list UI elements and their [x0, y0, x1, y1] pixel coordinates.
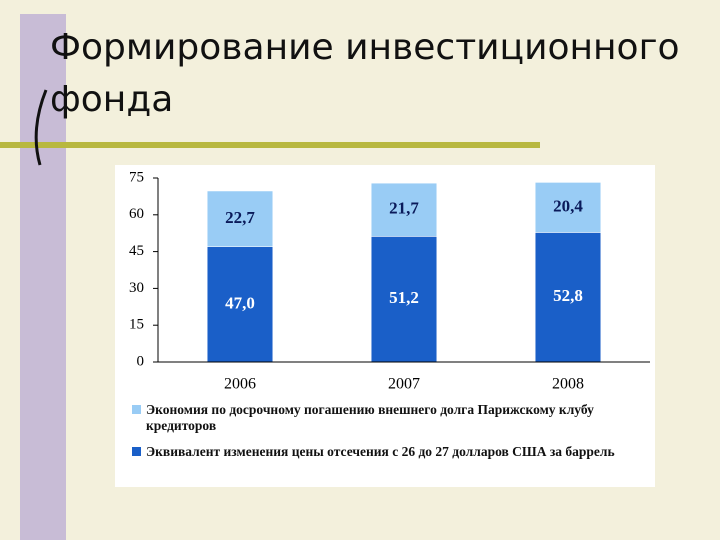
- legend-label: Эквивалент изменения цены отсечения с 26…: [146, 444, 615, 459]
- legend: Экономия по досрочному погашению внешнег…: [128, 402, 648, 470]
- bar-segment: [206, 246, 274, 363]
- y-tick-label: 75: [129, 169, 144, 185]
- legend-item: Эквивалент изменения цены отсечения с 26…: [128, 444, 648, 460]
- x-tick-label: 2008: [552, 376, 584, 393]
- bar-segment: [370, 236, 438, 363]
- legend-label: Экономия по досрочному погашению внешнег…: [146, 402, 594, 433]
- x-tick-label: 2007: [388, 376, 420, 393]
- value-label: 22,7: [225, 208, 255, 227]
- legend-swatch: [132, 405, 141, 414]
- bar-segment: [370, 182, 438, 237]
- bar-segment: [206, 190, 274, 247]
- bar-segment: [534, 182, 602, 233]
- x-tick-label: 2006: [224, 376, 256, 393]
- y-tick-label: 45: [129, 243, 144, 259]
- value-label: 52,8: [553, 286, 583, 305]
- legend-item: Экономия по досрочному погашению внешнег…: [128, 402, 648, 434]
- rule: [0, 142, 540, 148]
- bar-segment: [534, 232, 602, 363]
- y-tick-label: 60: [129, 206, 144, 222]
- value-label: 47,0: [225, 293, 255, 312]
- value-label: 20,4: [553, 196, 583, 215]
- y-tick-label: 0: [137, 353, 145, 369]
- bracket: [34, 89, 48, 166]
- y-tick-label: 30: [129, 280, 144, 296]
- slide-title: Формирование инвестиционного фонда: [50, 27, 680, 120]
- value-label: 21,7: [389, 199, 419, 218]
- y-tick-label: 15: [129, 317, 144, 333]
- value-label: 51,2: [389, 288, 419, 307]
- legend-swatch: [132, 447, 141, 456]
